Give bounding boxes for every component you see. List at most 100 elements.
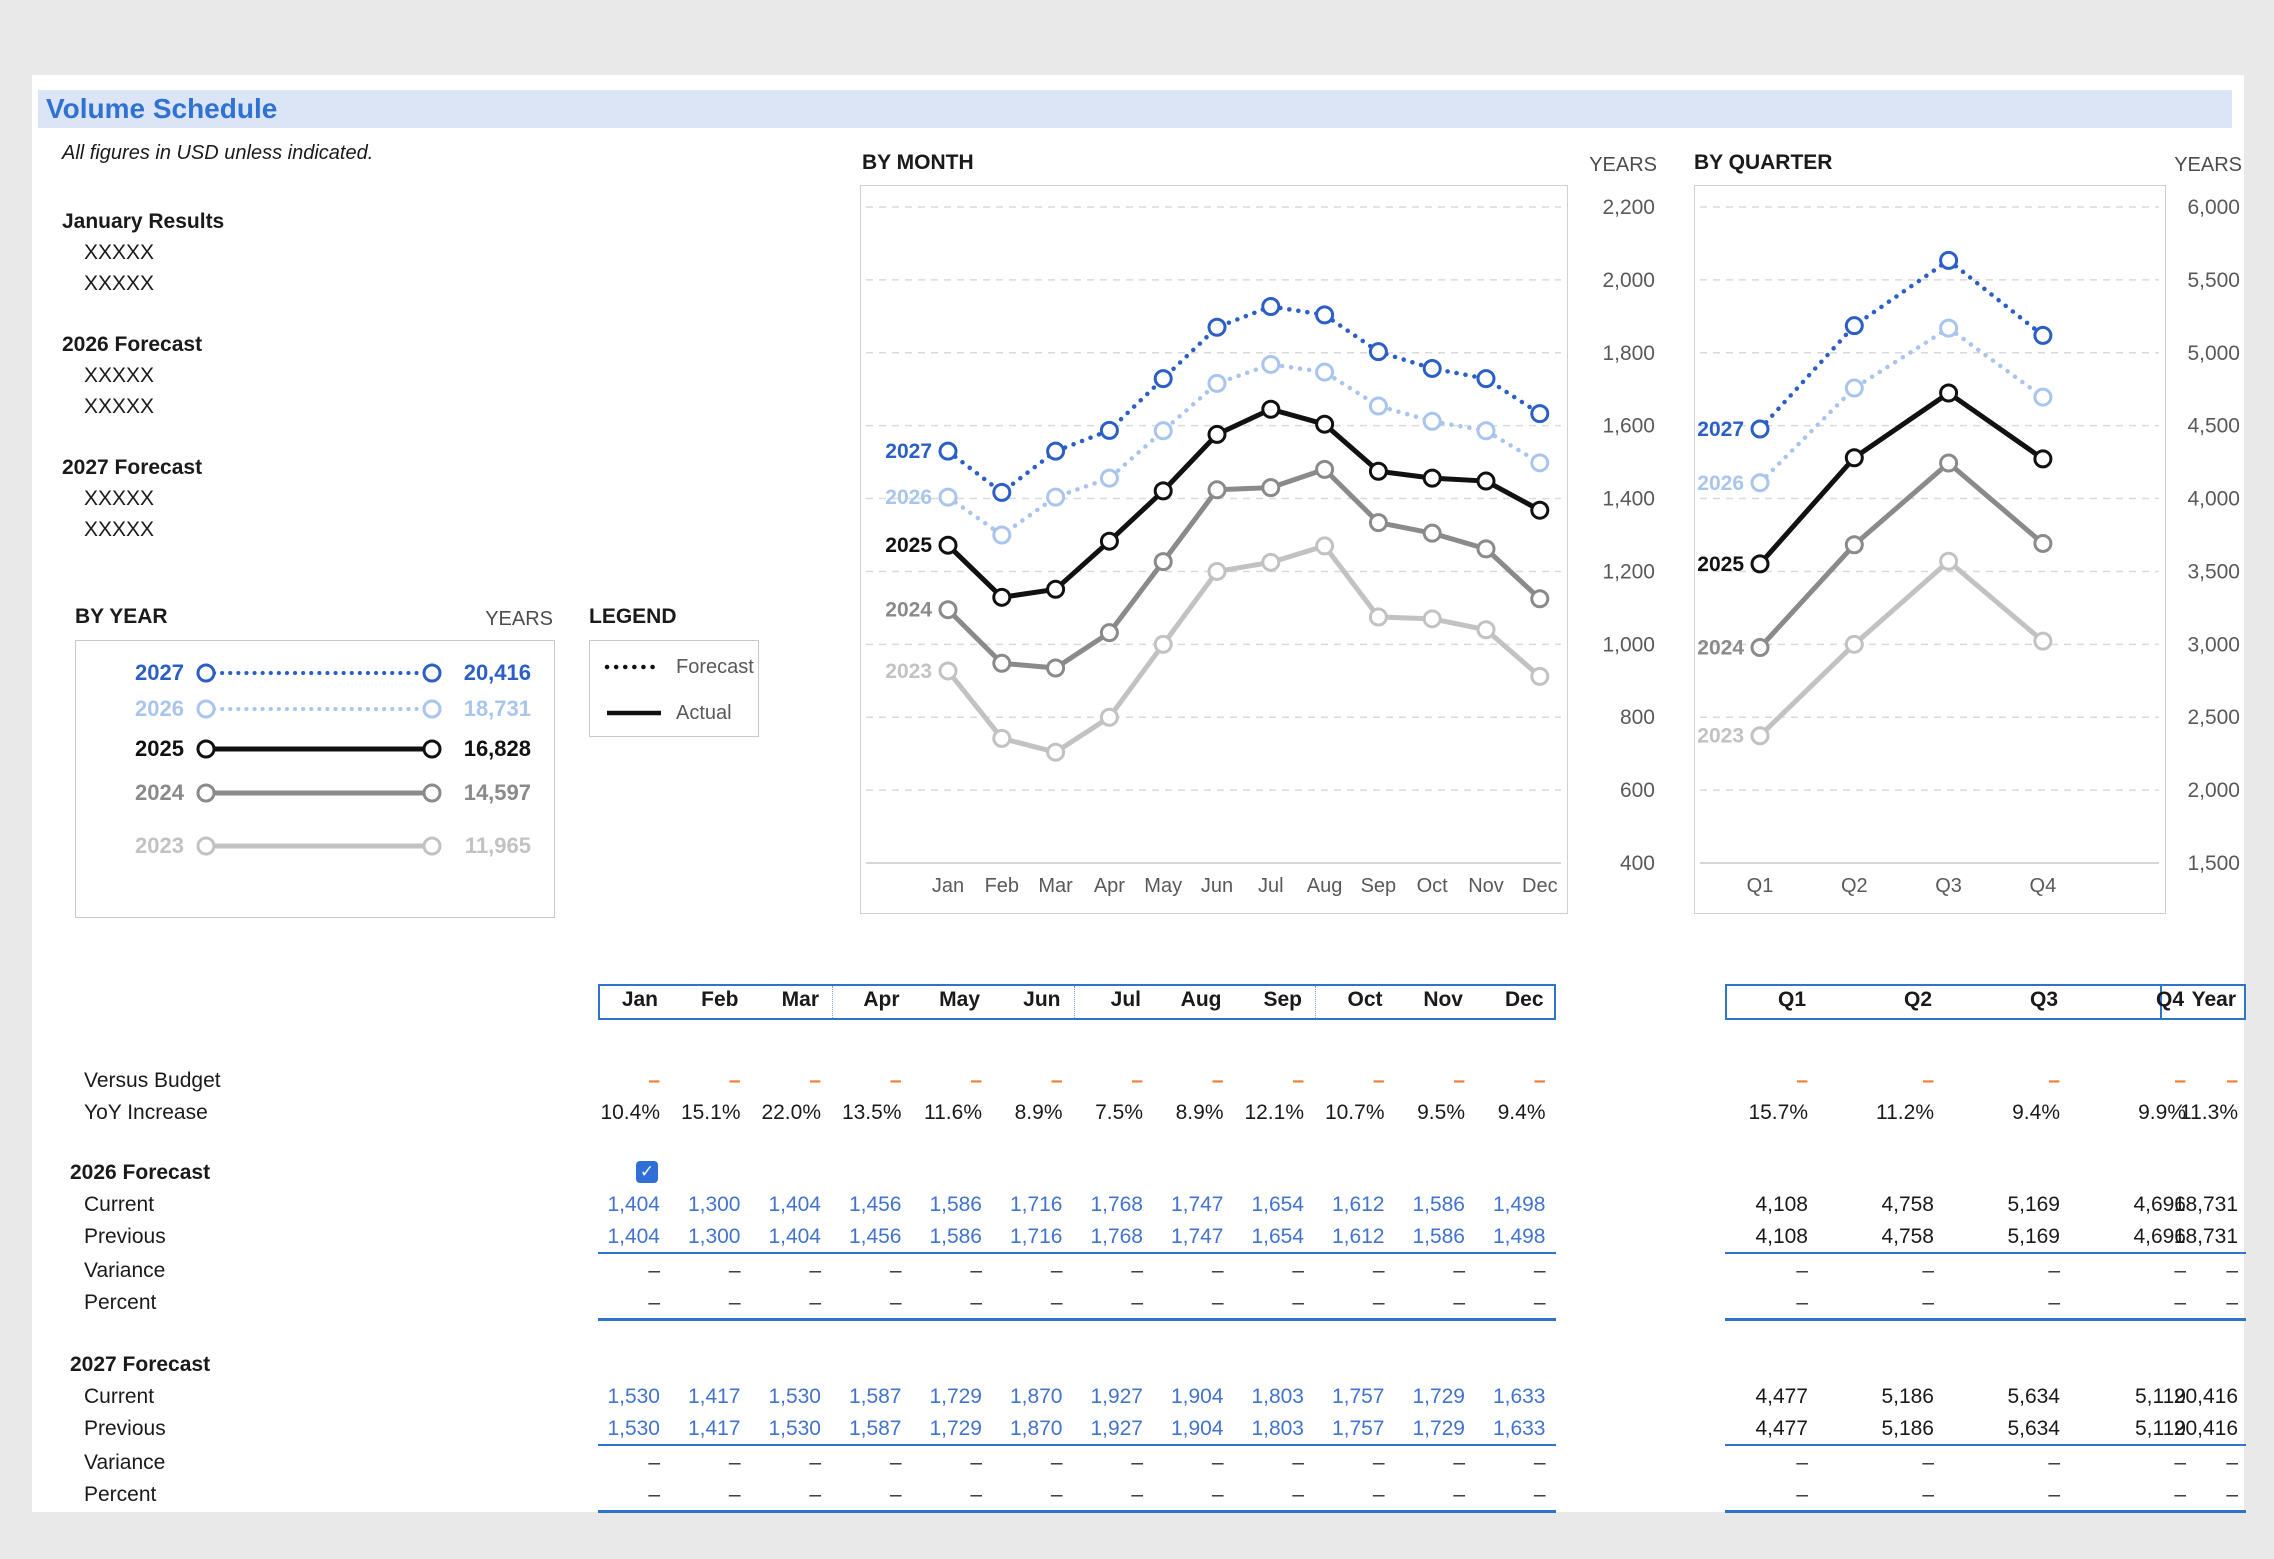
- by-quarter-axis-label: YEARS: [2174, 154, 2242, 176]
- row-label-forecast-2026-variance: Variance: [84, 1259, 166, 1282]
- series-line-2026: [1757, 325, 2046, 486]
- cell-versus-budget-jun: –: [1050, 1069, 1063, 1092]
- cell-forecast-2026-current-nov: 1,586: [1412, 1193, 1465, 1216]
- y-tick-label: 4,500: [2187, 415, 2240, 438]
- cell-versus-budget-feb: –: [728, 1069, 741, 1092]
- row-label-forecast-2027-variance: Variance: [84, 1451, 166, 1474]
- cell-forecast-2026-percent-q2: –: [1922, 1291, 1934, 1314]
- cell-forecast-2026-current-jan: 1,404: [607, 1193, 660, 1216]
- x-tick-label: May: [1144, 875, 1182, 897]
- summary-notes: January Results XXXXX XXXXX 2026 Forecast XX…: [62, 206, 482, 575]
- series-2024: 2024: [1697, 453, 2053, 660]
- sum-line-forecast-2026-previous-1: [1725, 1252, 2196, 1254]
- sum-line-forecast-2027-percent-0: [598, 1510, 1556, 1513]
- notes-section-2: 2027 Forecast XXXXX XXXXX: [62, 452, 482, 545]
- cell-forecast-2026-previous-q1: 4,108: [1755, 1225, 1808, 1248]
- by-year-label-2027: 2027: [135, 660, 184, 685]
- series-2026: 2026: [1697, 318, 2053, 495]
- x-tick-label: Dec: [1522, 875, 1558, 897]
- cell-forecast-2026-percent-dec: –: [1533, 1291, 1546, 1314]
- cell-yoy-increase-q4: 9.9%: [2138, 1101, 2186, 1124]
- legend-actual-label: Actual: [676, 702, 732, 724]
- data-marker: [1750, 638, 1770, 658]
- y-tick-label: 1,200: [1602, 560, 1655, 583]
- column-header-q3: Q3: [2029, 988, 2058, 1011]
- cell-versus-budget-q1: –: [1796, 1069, 1808, 1092]
- cell-versus-budget-jul: –: [1131, 1069, 1143, 1092]
- cell-yoy-increase-nov: 9.5%: [1417, 1101, 1465, 1124]
- cell-forecast-2027-variance-q3: –: [2048, 1451, 2060, 1474]
- data-marker: [1261, 552, 1281, 572]
- column-header-jan: Jan: [621, 988, 658, 1011]
- data-marker: [2033, 449, 2053, 469]
- data-marker: [1207, 480, 1227, 500]
- series-label-2026: 2026: [1697, 472, 1744, 495]
- data-marker: [1315, 414, 1335, 434]
- cell-forecast-2027-current-jul: 1,927: [1090, 1385, 1143, 1408]
- legend-forecast-line-icon: [604, 664, 664, 670]
- cell-forecast-2026-current-oct: 1,612: [1331, 1193, 1385, 1216]
- cell-forecast-2026-percent-may: –: [970, 1291, 982, 1314]
- cell-forecast-2027-variance-nov: –: [1453, 1451, 1465, 1474]
- cell-forecast-2026-current-may: 1,586: [929, 1193, 982, 1216]
- data-marker: [992, 587, 1012, 607]
- by-year-line-2027: [196, 663, 442, 683]
- row-label-forecast-2026-previous: Previous: [84, 1225, 166, 1248]
- quarter-separator: [1315, 986, 1316, 1018]
- cell-forecast-2026-variance-jun: –: [1050, 1259, 1063, 1282]
- legend-forecast-label: Forecast: [676, 656, 754, 678]
- data-marker: [1046, 658, 1066, 678]
- cell-forecast-2026-previous-oct: 1,612: [1331, 1225, 1385, 1248]
- x-tick-label: Feb: [985, 875, 1019, 897]
- cell-forecast-2026-percent-jun: –: [1050, 1291, 1063, 1314]
- cell-forecast-2027-variance-apr: –: [889, 1451, 902, 1474]
- notes-placeholder-1-1: XXXXX: [84, 395, 155, 418]
- cell-forecast-2026-percent-year: –: [2226, 1291, 2238, 1314]
- data-marker: [1422, 411, 1442, 431]
- cell-forecast-2027-previous-oct: 1,757: [1331, 1417, 1385, 1440]
- cell-forecast-2027-current-apr: 1,587: [848, 1385, 902, 1408]
- cell-forecast-2026-previous-q2: 4,758: [1881, 1225, 1934, 1248]
- year-line-start-marker: [196, 783, 216, 803]
- data-marker: [1207, 373, 1227, 393]
- y-tick-label: 1,600: [1602, 415, 1655, 438]
- cell-forecast-2026-percent-feb: –: [728, 1291, 741, 1314]
- cell-forecast-2026-previous-year: 18,731: [2173, 1225, 2238, 1248]
- cell-yoy-increase-jul: 7.5%: [1095, 1101, 1143, 1124]
- cell-yoy-increase-q3: 9.4%: [2012, 1101, 2060, 1124]
- cell-forecast-2027-variance-aug: –: [1211, 1451, 1224, 1474]
- cell-forecast-2026-current-jul: 1,768: [1090, 1193, 1143, 1216]
- data-marker: [938, 441, 958, 461]
- forecast-2026-checkbox[interactable]: ✓: [636, 1161, 658, 1183]
- data-marker: [1153, 481, 1173, 501]
- cell-forecast-2026-current-q1: 4,108: [1755, 1193, 1808, 1216]
- cell-forecast-2027-variance-dec: –: [1533, 1451, 1546, 1474]
- series-label-2026: 2026: [885, 486, 932, 509]
- by-month-title: BY MONTH: [862, 151, 974, 174]
- data-marker: [1939, 383, 1959, 403]
- data-marker: [2033, 387, 2053, 407]
- by-quarter-title: BY QUARTER: [1694, 151, 1833, 174]
- series-label-2024: 2024: [885, 599, 932, 622]
- data-marker: [1099, 420, 1119, 440]
- series-2025: 2025: [1697, 383, 2053, 576]
- cell-yoy-increase-q1: 15.7%: [1748, 1101, 1808, 1124]
- cell-forecast-2026-previous-q3: 5,169: [2007, 1225, 2060, 1248]
- row-label-forecast-2027-header: 2027 Forecast: [70, 1353, 211, 1376]
- data-marker: [1530, 589, 1550, 609]
- cell-yoy-increase-sep: 12.1%: [1244, 1101, 1304, 1124]
- cell-forecast-2027-previous-sep: 1,803: [1251, 1417, 1304, 1440]
- column-header-jun: Jun: [1023, 988, 1061, 1011]
- y-tick-label: 400: [1620, 852, 1655, 875]
- data-marker: [1207, 317, 1227, 337]
- cell-forecast-2026-previous-nov: 1,586: [1412, 1225, 1465, 1248]
- cell-forecast-2027-percent-year: –: [2226, 1483, 2238, 1506]
- column-header-may: May: [939, 988, 980, 1011]
- cell-forecast-2027-percent-may: –: [970, 1483, 982, 1506]
- sum-line-forecast-2026-percent-2: [2160, 1318, 2246, 1321]
- data-marker: [1476, 539, 1496, 559]
- cell-forecast-2027-percent-q2: –: [1922, 1483, 1934, 1506]
- data-marker: [1261, 296, 1281, 316]
- legend-actual-line-icon: [607, 710, 661, 716]
- data-marker: [938, 661, 958, 681]
